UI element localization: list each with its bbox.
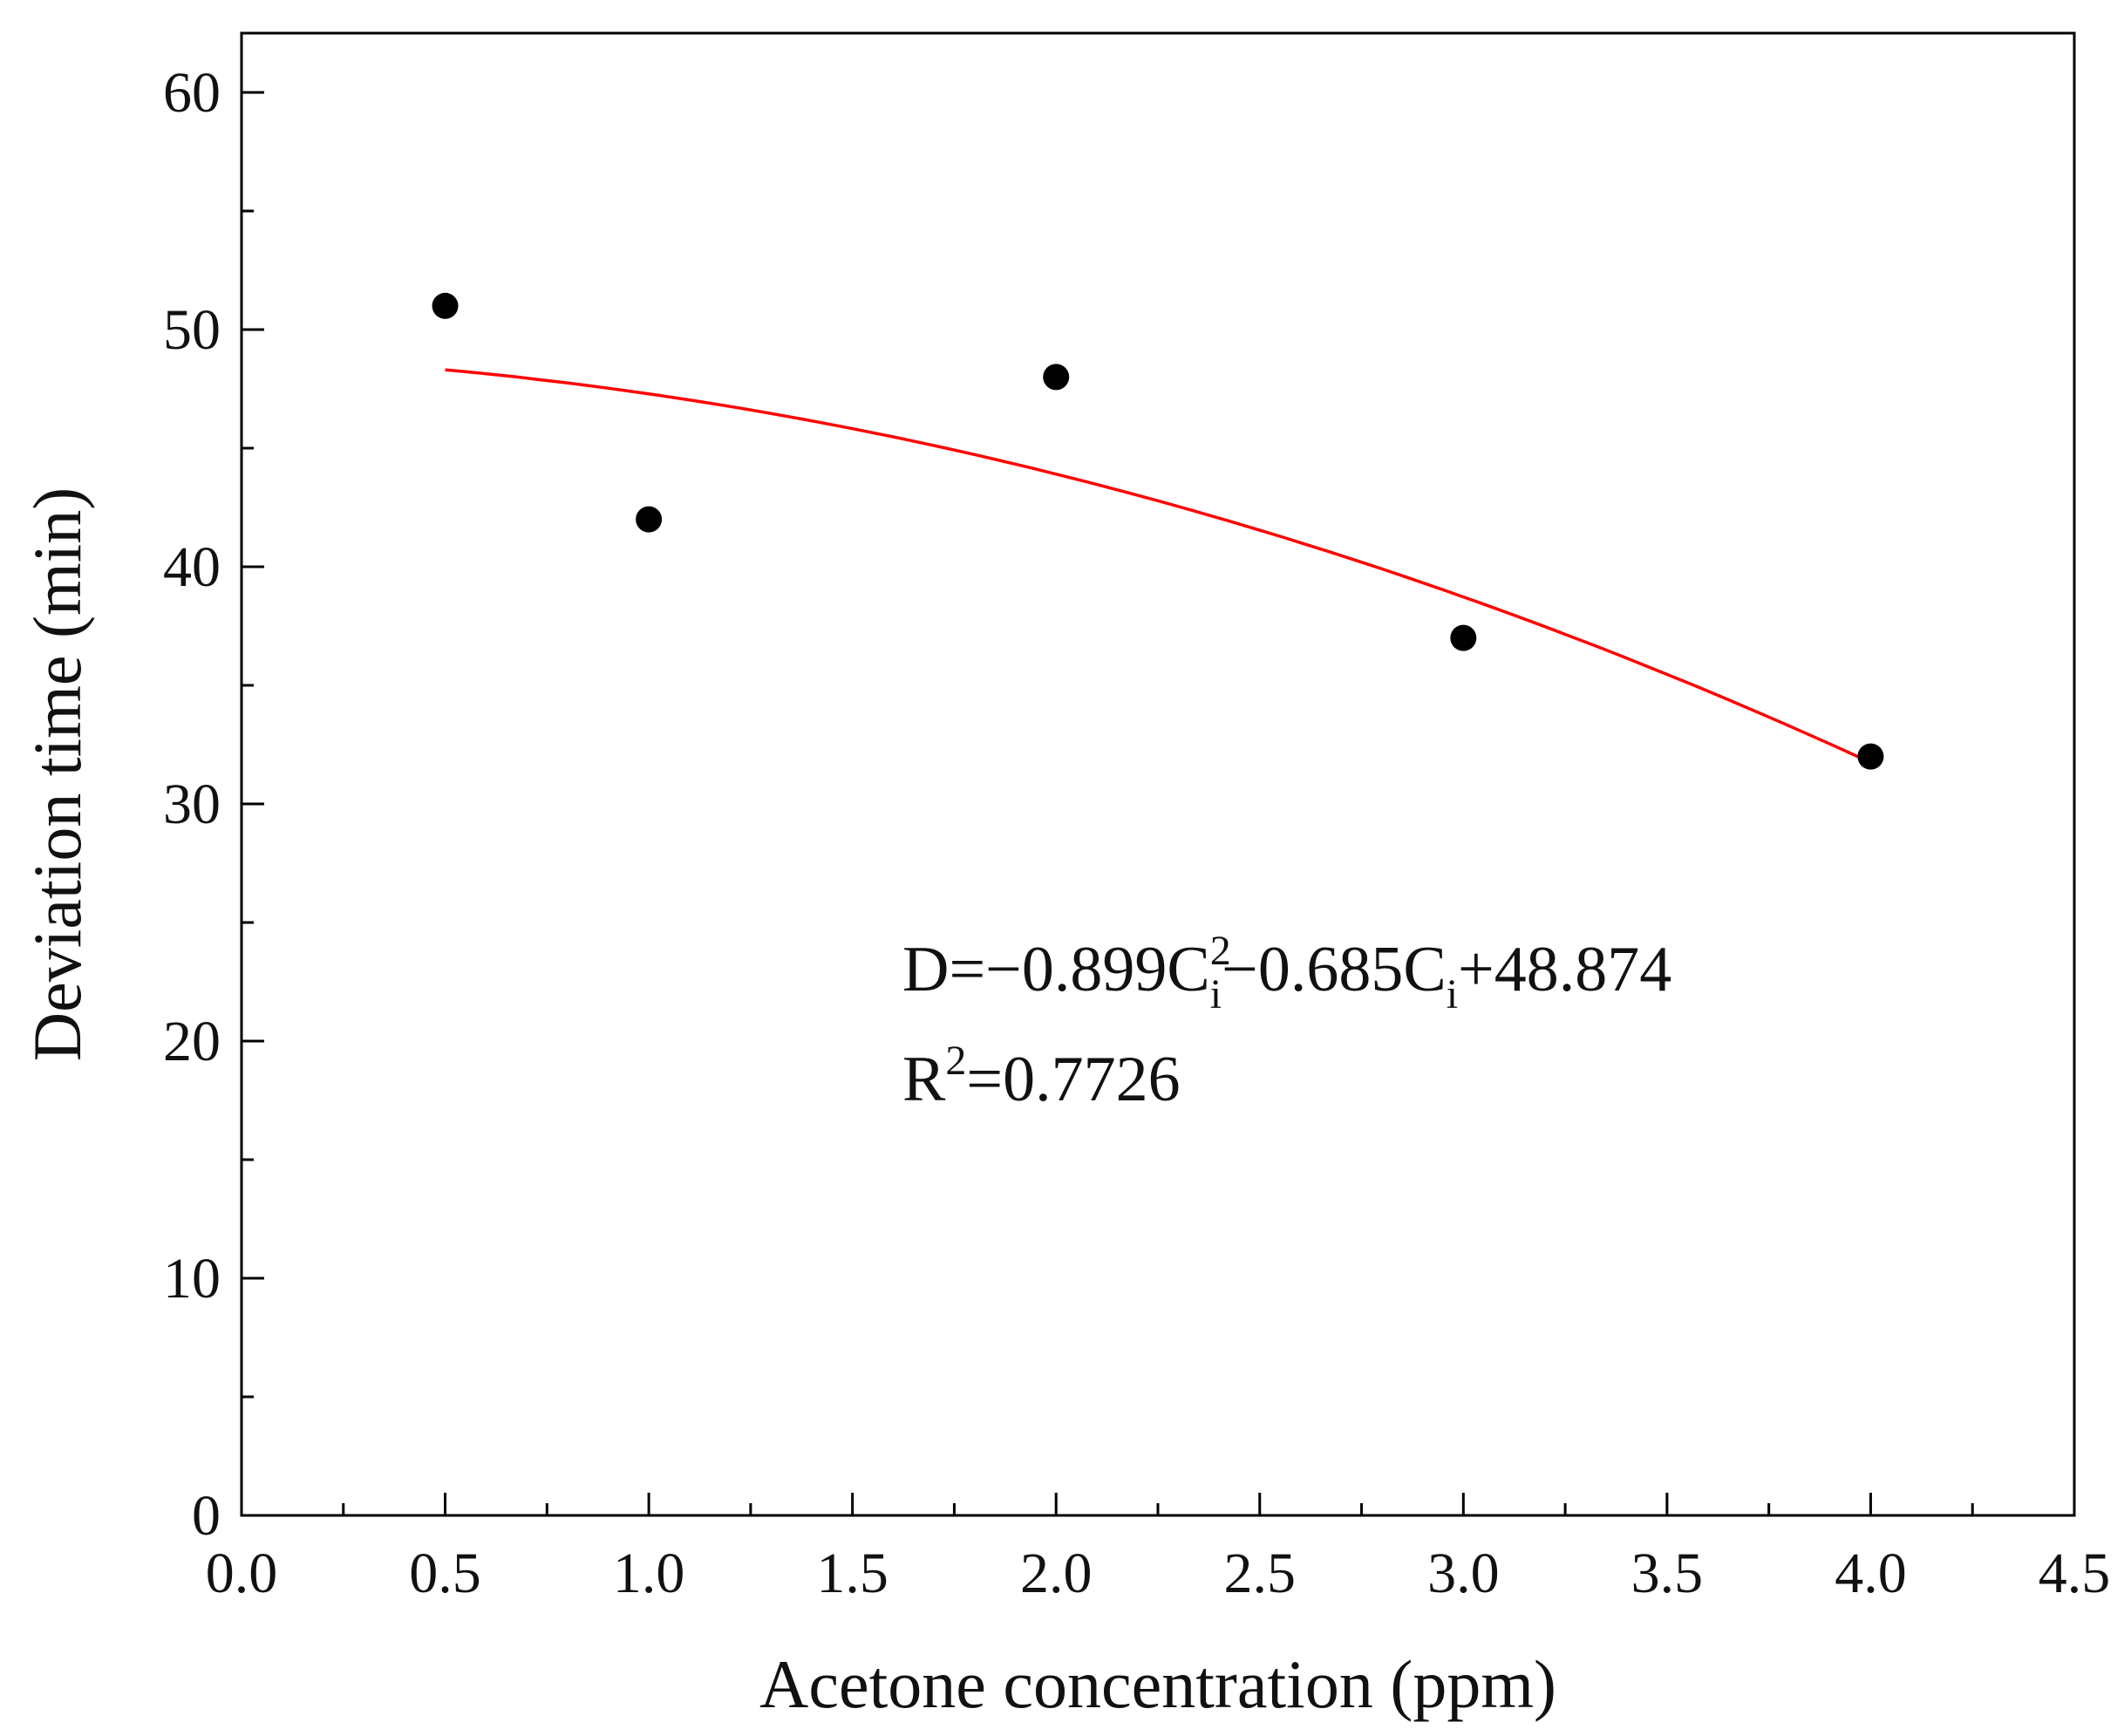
x-tick-label: 2.0 bbox=[1020, 1542, 1093, 1605]
equation-subscript-2: i bbox=[1447, 971, 1458, 1018]
equation-middle: −0.685C bbox=[1222, 934, 1447, 1005]
x-tick-label: 3.0 bbox=[1427, 1542, 1500, 1605]
fit-layer bbox=[445, 368, 1872, 764]
y-tick-label: 20 bbox=[163, 1010, 221, 1073]
x-tick-label: 4.0 bbox=[1835, 1542, 1907, 1605]
equation-exponent: 2 bbox=[1210, 928, 1231, 974]
y-tick-label: 60 bbox=[163, 61, 221, 125]
x-tick-label: 1.0 bbox=[613, 1542, 685, 1605]
data-point bbox=[636, 506, 663, 533]
r2-prefix: R bbox=[902, 1044, 946, 1115]
x-axis-ticks: 0.0 0.5 1.0 1.5 2.0 2.5 3.0 3.5 4.0 4.5 bbox=[206, 1493, 2111, 1605]
plot-frame bbox=[240, 31, 2076, 1517]
x-tick-label: 4.5 bbox=[2039, 1542, 2111, 1605]
y-tick-label: 10 bbox=[163, 1247, 221, 1311]
points-layer bbox=[432, 292, 1884, 770]
x-tick-label: 3.5 bbox=[1631, 1542, 1704, 1605]
r2-value: =0.7726 bbox=[966, 1044, 1180, 1115]
y-tick-label: 0 bbox=[192, 1484, 221, 1548]
r-squared: R2=0.7726 bbox=[902, 1038, 1181, 1115]
x-tick-label: 1.5 bbox=[816, 1542, 888, 1605]
x-tick-label: 2.5 bbox=[1224, 1542, 1297, 1605]
fit-equation: D=−0.899C2 i−0.685Ci+48.874 bbox=[902, 928, 1671, 1018]
r2-exponent: 2 bbox=[945, 1038, 966, 1084]
data-point bbox=[1043, 364, 1070, 391]
y-axis-ticks: 0 10 20 30 40 50 60 bbox=[163, 61, 264, 1548]
x-tick-label: 0.0 bbox=[206, 1542, 278, 1605]
data-point bbox=[1450, 624, 1477, 651]
x-tick-label: 0.5 bbox=[409, 1542, 481, 1605]
y-tick-label: 50 bbox=[163, 298, 221, 362]
data-point bbox=[432, 292, 459, 319]
data-point bbox=[1857, 743, 1884, 770]
equation-subscript: i bbox=[1210, 971, 1222, 1018]
equation-suffix: +48.874 bbox=[1458, 934, 1671, 1005]
y-tick-label: 40 bbox=[163, 535, 221, 599]
x-axis-title: Acetone concentration (ppm) bbox=[759, 1646, 1556, 1722]
y-axis-title: Deviation time (min) bbox=[19, 487, 95, 1062]
fit-curve bbox=[445, 368, 1872, 764]
equation-prefix: D=−0.899C bbox=[902, 934, 1210, 1005]
y-tick-label: 30 bbox=[163, 773, 221, 836]
